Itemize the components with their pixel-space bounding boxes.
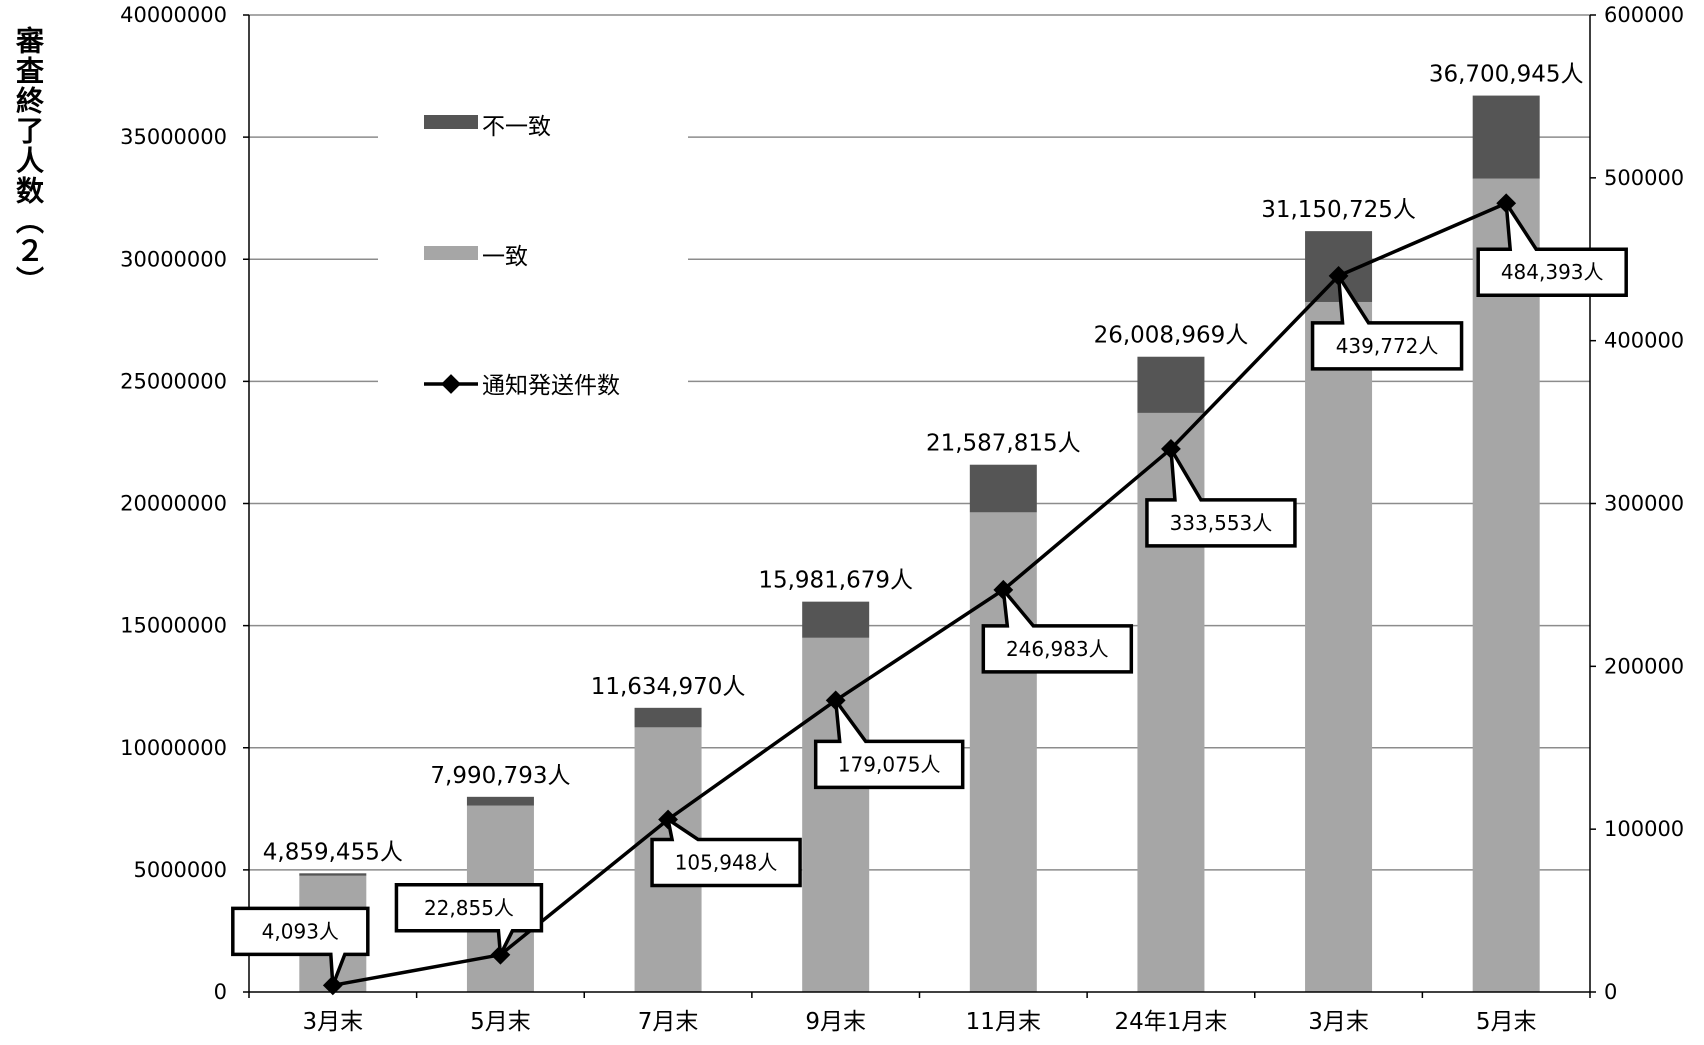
category-label: 3月末 xyxy=(1308,1009,1369,1035)
right-tick-label: 0 xyxy=(1604,980,1617,1004)
category-label: 7月末 xyxy=(638,1009,699,1035)
right-tick-label: 400000 xyxy=(1604,329,1684,353)
right-tick-label: 600000 xyxy=(1604,3,1684,27)
legend-swatch-marker xyxy=(441,374,461,394)
bar-mismatch xyxy=(1137,356,1205,413)
bar-total-label: 7,990,793人 xyxy=(430,763,570,789)
right-tick-label: 100000 xyxy=(1604,817,1684,841)
bar-mismatch xyxy=(634,707,702,728)
left-tick-label: 20000000 xyxy=(120,492,227,516)
left-tick-label: 5000000 xyxy=(133,858,227,882)
legend-label-mismatch: 不一致 xyxy=(482,114,551,140)
bar-total-label: 31,150,725人 xyxy=(1261,197,1416,223)
callout-label: 179,075人 xyxy=(838,752,941,776)
right-tick-label: 500000 xyxy=(1604,166,1684,190)
data-callout xyxy=(231,906,370,986)
category-label: 11月末 xyxy=(966,1009,1041,1035)
bar-mismatch xyxy=(299,873,367,876)
left-tick-label: 10000000 xyxy=(120,736,227,760)
data-callout xyxy=(981,584,1134,674)
legend-swatch-match xyxy=(424,246,478,260)
data-callout xyxy=(813,694,965,790)
bar-total-label: 11,634,970人 xyxy=(591,674,746,700)
category-label: 5月末 xyxy=(470,1009,531,1035)
callout-label: 439,772人 xyxy=(1336,334,1439,358)
category-label: 5月末 xyxy=(1476,1009,1537,1035)
category-label: 3月末 xyxy=(302,1009,363,1035)
left-tick-label: 35000000 xyxy=(120,125,227,149)
right-tick-label: 300000 xyxy=(1604,492,1684,516)
bar-mismatch xyxy=(466,796,534,806)
bar-mismatch xyxy=(969,464,1037,513)
bar-total-label: 4,859,455人 xyxy=(263,839,403,865)
bar-total-label: 26,008,969人 xyxy=(1094,323,1249,349)
bar-mismatch xyxy=(1472,95,1540,179)
left-tick-label: 25000000 xyxy=(120,369,227,393)
callout-label: 22,855人 xyxy=(424,896,514,920)
legend-label-match: 一致 xyxy=(482,244,528,270)
bar-total-label: 15,981,679人 xyxy=(758,568,913,594)
callout-label: 105,948人 xyxy=(675,850,778,874)
y-axis-title: 審査終了人数（２） xyxy=(12,26,45,296)
callout-label: 246,983人 xyxy=(1006,637,1109,661)
bar-mismatch xyxy=(802,601,870,638)
left-tick-label: 0 xyxy=(214,980,227,1004)
data-callout xyxy=(650,815,802,888)
data-callout xyxy=(394,883,544,962)
left-tick-label: 30000000 xyxy=(120,247,227,271)
callout-label: 4,093人 xyxy=(262,919,339,943)
data-callout xyxy=(1145,447,1297,548)
legend-label-line: 通知発送件数 xyxy=(482,373,620,399)
category-label: 24年1月末 xyxy=(1114,1009,1227,1035)
data-callout xyxy=(1476,202,1628,297)
legend-swatch-mismatch xyxy=(424,115,478,129)
bar-match xyxy=(1472,178,1540,993)
data-callout xyxy=(1310,274,1464,371)
category-label: 9月末 xyxy=(805,1009,866,1035)
left-tick-label: 15000000 xyxy=(120,614,227,638)
callout-label: 484,393人 xyxy=(1501,260,1604,284)
left-tick-label: 40000000 xyxy=(120,3,227,27)
bar-total-label: 21,587,815人 xyxy=(926,431,1081,457)
right-tick-label: 200000 xyxy=(1604,654,1684,678)
callout-label: 333,553人 xyxy=(1170,511,1273,535)
bar-match xyxy=(1305,301,1373,992)
bar-total-label: 36,700,945人 xyxy=(1429,62,1584,88)
